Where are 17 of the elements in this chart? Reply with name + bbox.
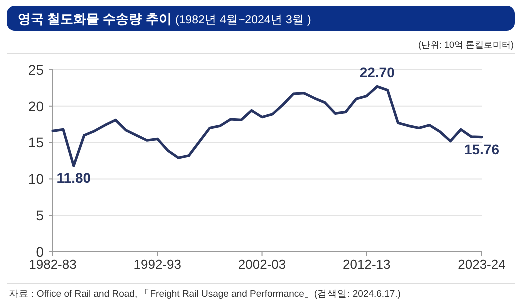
y-tick-label: 10 [28,171,44,188]
text: 자료 : Office of Rail and Road, 「Freight Rail Usage and Performance」(검색일: 2024.6.17.) [9,288,401,300]
y-tick-label: 0 [36,244,44,260]
y-tick-label: 5 [36,208,44,224]
y-tick-label: 15 [28,134,44,151]
x-tick-label: 2023-24 [458,257,506,272]
y-tick-label: 25 [28,62,44,78]
data-label: 22.70 [360,64,396,81]
chart-title: 영국 철도화물 수송량 추이 (1982년 4월~2024년 3월 ) [18,12,312,26]
y-tick-label: 20 [28,98,44,114]
chart-subtitle: (단위: 10억 톤킬로미터) [418,40,514,50]
x-tick-label: 1982-83 [29,257,77,272]
data-label: 11.80 [56,170,92,186]
data-label: 15.76 [464,141,500,158]
x-tick-label: 2012-13 [343,257,391,272]
x-tick-label: 1992-93 [134,257,182,272]
x-tick-label: 2002-03 [238,257,286,272]
